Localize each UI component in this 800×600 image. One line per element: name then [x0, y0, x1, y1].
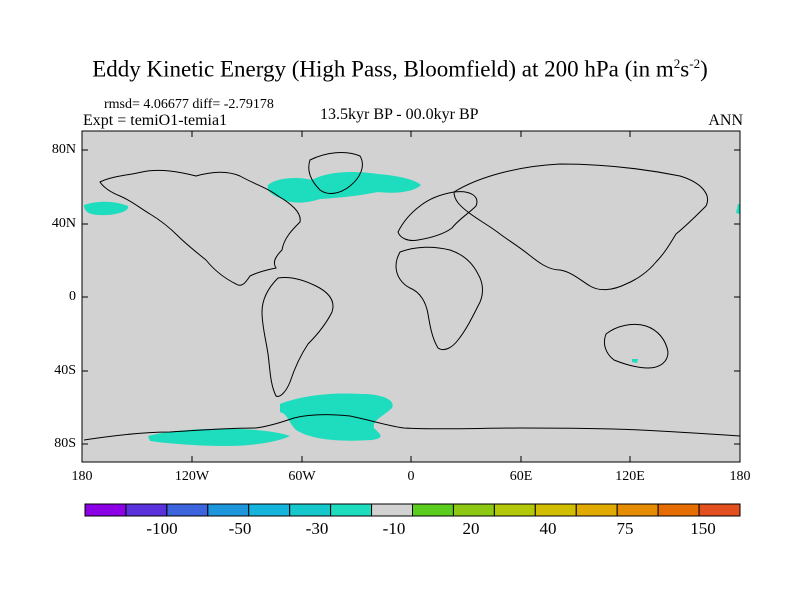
lat-label-40s: 40S [54, 363, 76, 378]
anomaly-east-edge [736, 204, 740, 214]
coast-greenland [308, 152, 363, 194]
lon-label-180e: 180 [729, 469, 751, 484]
colorbar-swatch [125, 503, 168, 517]
colorbar-label: -10 [382, 519, 406, 538]
season-label: ANN [708, 112, 743, 129]
period-label: 13.5kyr BP - 00.0kyr BP [320, 106, 479, 123]
coast-asia [453, 163, 708, 291]
coast-australia [603, 323, 669, 369]
figure-title: Eddy Kinetic Energy (High Pass, Bloomfie… [92, 56, 708, 82]
coast-south-america [261, 277, 334, 397]
colorbar-swatch [657, 503, 700, 517]
colorbar-label: 40 [539, 519, 557, 538]
lon-label-60e: 60E [509, 469, 533, 484]
colorbar-swatch [289, 503, 332, 517]
colorbar-swatch [452, 503, 495, 517]
colorbar-swatch [698, 503, 741, 517]
colorbar-label: 20 [462, 519, 480, 538]
coastlines [83, 152, 741, 441]
anomaly-australia-dot [632, 359, 638, 363]
stats-text: rmsd= 4.06677 diff= -2.79178 [104, 97, 274, 112]
anomaly-north-atlantic [267, 172, 421, 203]
colorbar-swatch [493, 503, 536, 517]
colorbar-swatch [84, 503, 127, 517]
colorbar-swatch [371, 503, 413, 517]
colorbar-label: -50 [228, 519, 252, 538]
coast-europe [397, 191, 478, 241]
colorbar-swatch [207, 503, 250, 517]
lat-label-40n: 40N [51, 216, 76, 231]
colorbar-swatch [330, 503, 373, 517]
lat-label-80s: 80S [54, 436, 76, 451]
colorbar-swatch [248, 503, 291, 517]
lon-label-0: 0 [407, 469, 415, 484]
anomaly-drake-passage [280, 393, 393, 441]
anomaly-north-pacific [84, 201, 129, 216]
lon-label-120w: 120W [174, 469, 210, 484]
lon-label-180w: 180 [71, 469, 93, 484]
colorbar-label: 150 [690, 519, 716, 538]
coast-africa [395, 246, 483, 351]
lon-label-120e: 120E [615, 469, 645, 484]
lon-label-60w: 60W [288, 469, 316, 484]
colorbar-swatch [534, 503, 577, 517]
lat-label-0: 0 [69, 289, 76, 304]
colorbar-label: 75 [616, 519, 634, 538]
colorbar-label: -30 [305, 519, 329, 538]
colorbar-swatch [575, 503, 618, 517]
anomaly-patches [84, 172, 740, 446]
colorbar-swatch [412, 503, 454, 517]
colorbar [84, 503, 741, 517]
colorbar-swatch [616, 503, 659, 517]
colorbar-swatch [166, 503, 209, 517]
axis-ticks [82, 131, 740, 462]
coast-antarctica [83, 414, 741, 441]
experiment-label: Expt = temiO1-temia1 [83, 112, 228, 129]
colorbar-label: -100 [146, 519, 178, 538]
anomaly-ross-sea [148, 428, 290, 446]
lat-label-80n: 80N [51, 142, 76, 157]
coast-north-america [99, 169, 301, 286]
